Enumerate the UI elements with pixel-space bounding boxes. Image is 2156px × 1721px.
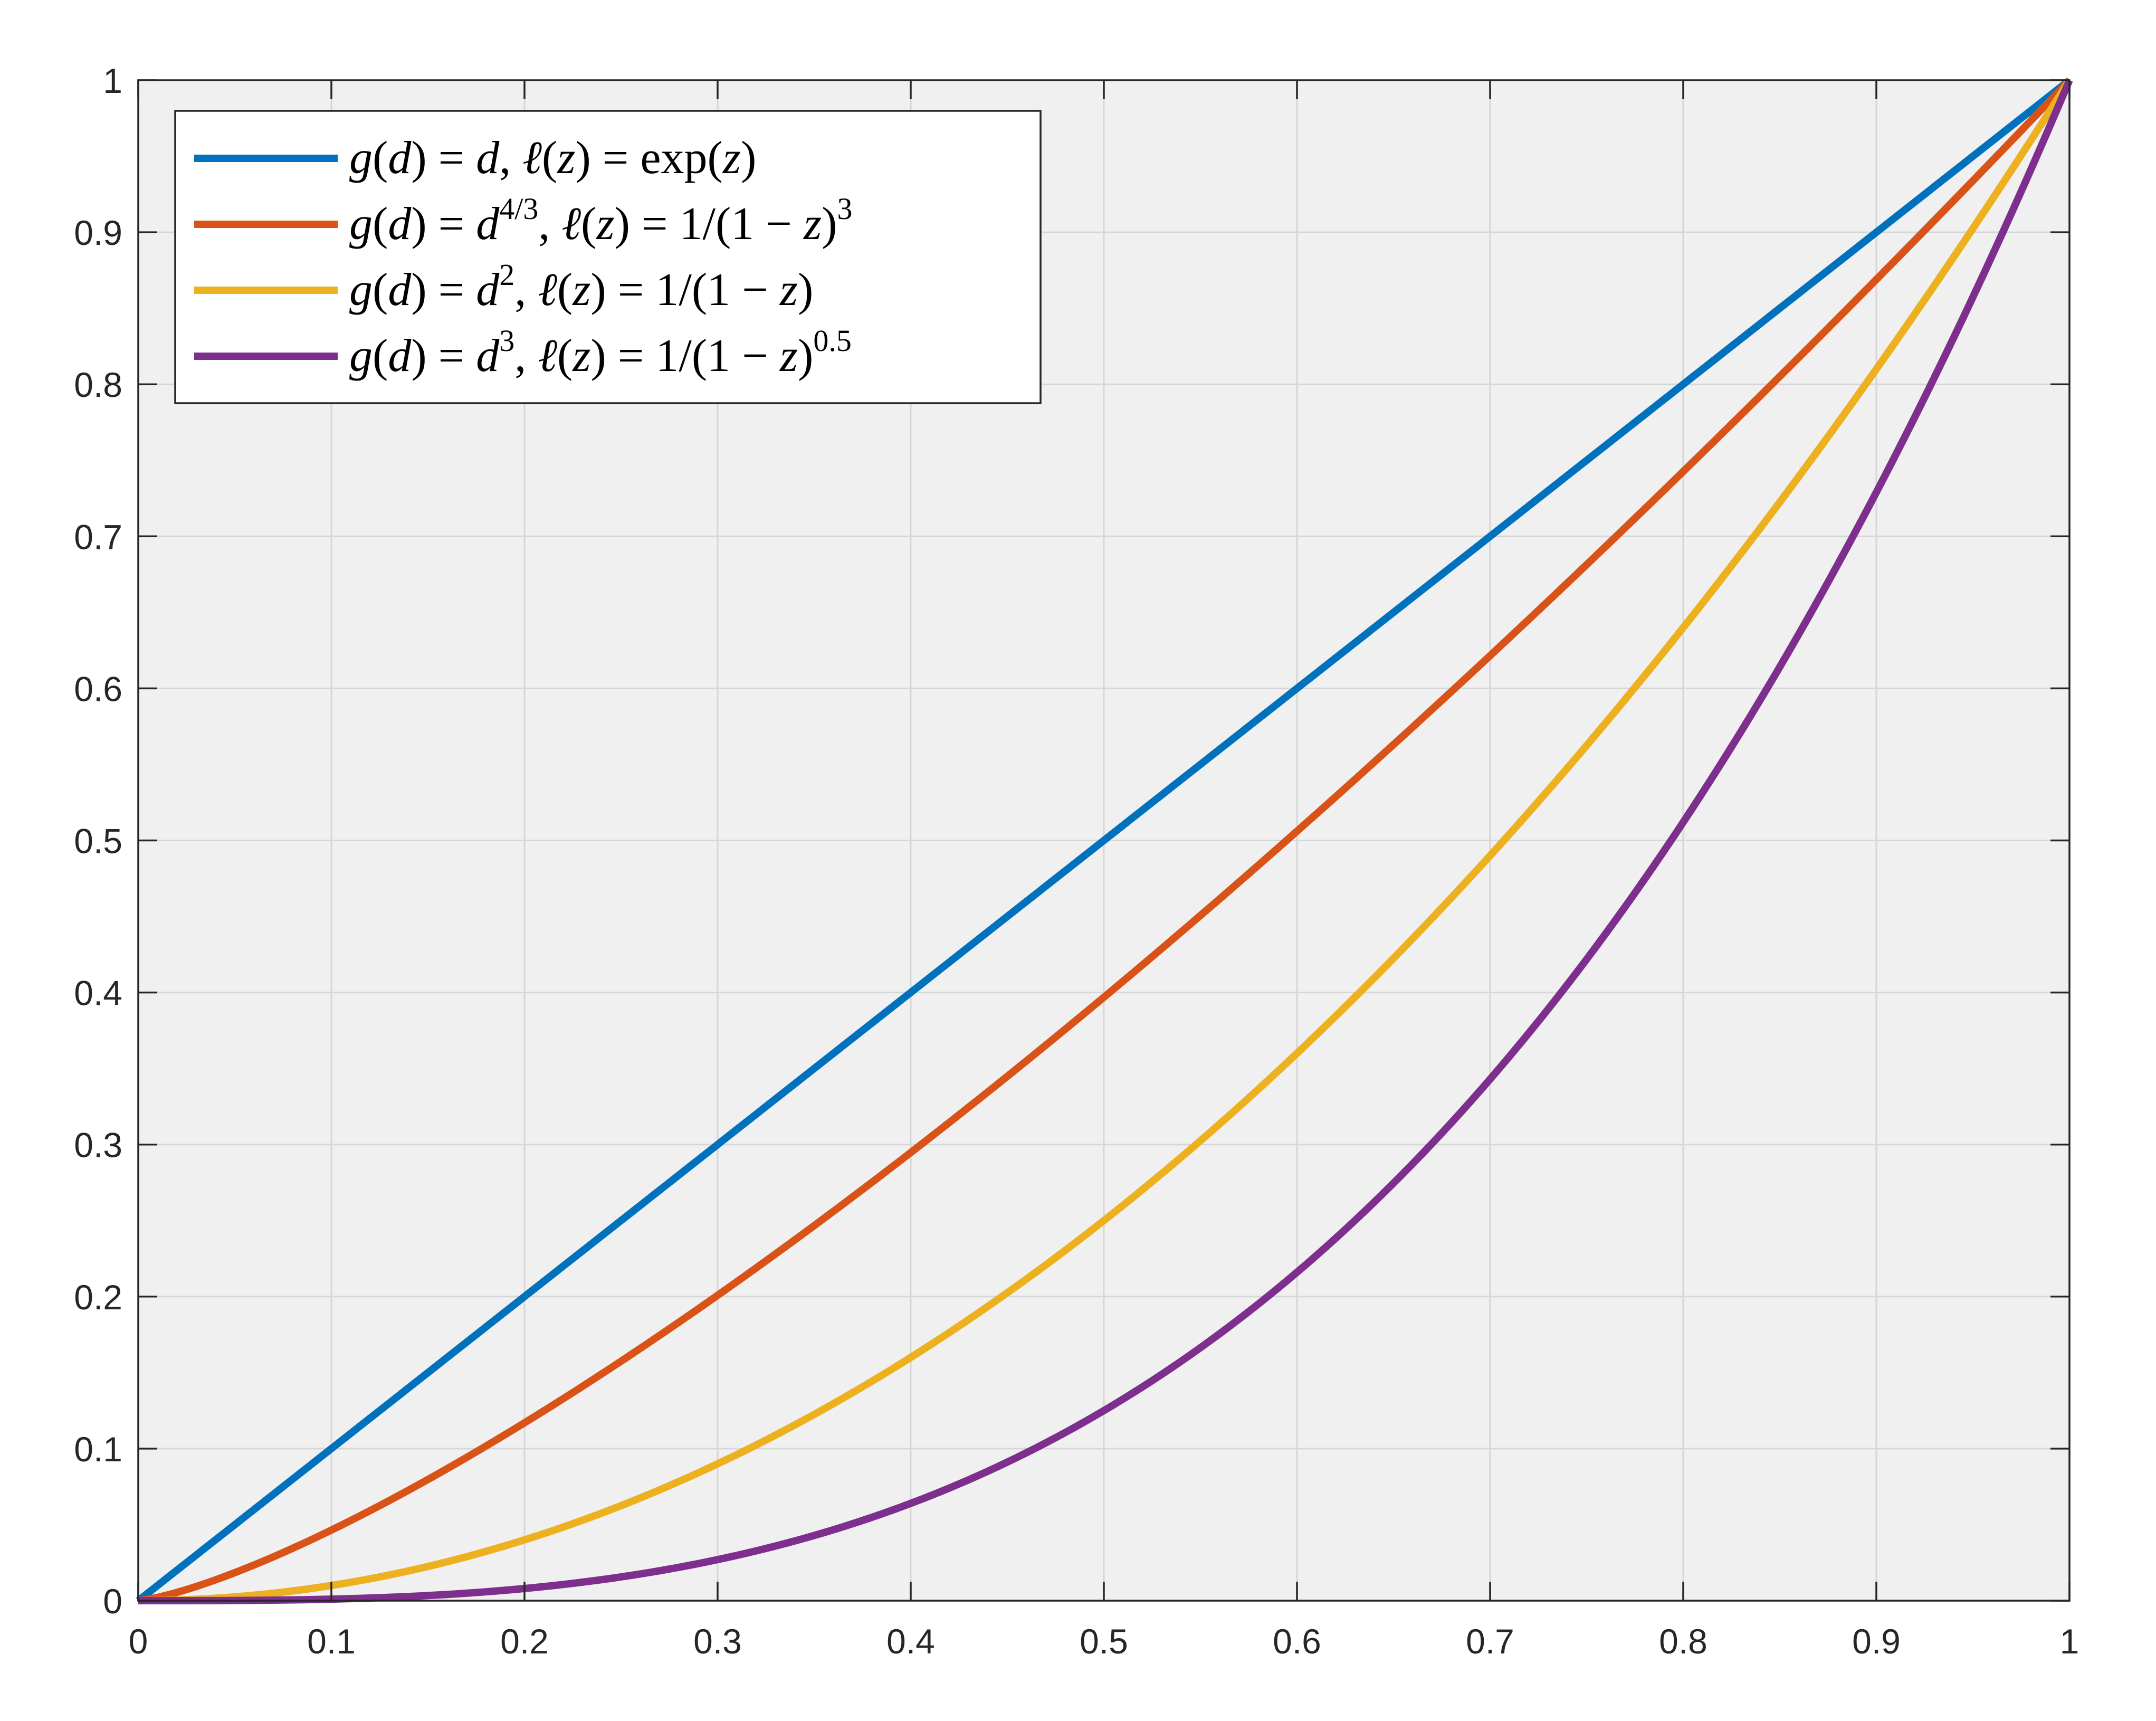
legend-token: g [349,264,373,316]
legend-token: ( [373,264,388,316]
legend-token: g [349,330,373,382]
y-tick-label: 0.6 [74,669,122,708]
y-tick-label: 0.4 [74,974,122,1013]
legend-token: z [557,132,575,184]
legend-token: ( [373,198,388,250]
legend-token: ) [798,264,813,316]
x-tick-label: 1 [2060,1622,2079,1661]
legend-token: 2 [499,258,514,292]
x-tick-label: 0.8 [1659,1622,1707,1661]
legend-token: z [779,264,798,316]
y-tick-label: 0.8 [74,365,122,404]
legend-token: = [427,330,476,382]
legend-token: ℓ [522,132,542,184]
y-tick-label: 1 [103,61,122,100]
x-tick-label: 0.9 [1852,1622,1901,1661]
x-tick-label: 0.5 [1080,1622,1128,1661]
y-tick-label: 0.1 [74,1430,122,1469]
legend-token: ℓ [561,198,581,250]
series-line-1 [136,77,2072,1604]
x-tick-label: 0 [129,1622,148,1661]
legend-token: ( [542,132,557,184]
legend-token: , [514,264,538,316]
y-tick-label: 0.5 [74,822,122,861]
legend: g(d) = d, ℓ(z) = exp(z)g(d) = d4/3, ℓ(z)… [174,110,1042,404]
legend-token: ℓ [538,330,557,382]
legend-token: z [722,132,741,184]
legend-token: ) [822,198,837,250]
legend-token: d [476,330,500,382]
y-tick-label: 0.2 [74,1278,122,1317]
legend-token: ( [557,264,573,316]
legend-token: = 1/(1 − [606,330,780,382]
legend-token: 3 [499,324,514,358]
legend-token: z [572,330,590,382]
legend-token: ) [411,198,426,250]
legend-token: d [476,264,500,316]
legend-token: ( [581,198,596,250]
legend-token: d [388,132,412,184]
legend-token: = 1/(1 − [630,198,804,250]
legend-token: , [499,132,522,184]
legend-token: 0.5 [813,324,852,358]
legend-token: = 1/(1 − [606,264,780,316]
legend-token: ) [411,264,426,316]
legend-token: ℓ [538,264,557,316]
x-tick-label: 0.6 [1273,1622,1321,1661]
legend-token: 3 [837,192,853,226]
legend-token: d [476,198,500,250]
legend-token: ( [708,132,723,184]
legend-token: g [349,132,373,184]
series-line-3 [138,78,2073,1604]
legend-token: d [388,198,412,250]
legend-token: 4/3 [499,192,538,226]
legend-label-4: g(d) = d3, ℓ(z) = 1/(1 − z)0.5 [349,324,852,382]
legend-token: , [514,330,538,382]
legend-label-1: g(d) = d, ℓ(z) = exp(z) [349,132,756,184]
x-tick-label: 0.2 [500,1622,549,1661]
legend-token: ( [373,132,388,184]
y-tick-label: 0.9 [74,213,122,252]
legend-token: d [388,330,412,382]
y-tick-label: 0.7 [74,517,122,556]
x-tick-label: 0.1 [307,1622,356,1661]
legend-token: z [803,198,822,250]
legend-token: = [427,198,476,250]
legend-token: , [538,198,561,250]
legend-token: d [388,264,412,316]
legend-token: ) [615,198,630,250]
legend-token: z [596,198,614,250]
legend-token: ) [411,330,426,382]
y-tick-label: 0 [103,1582,122,1621]
legend-label-3: g(d) = d2, ℓ(z) = 1/(1 − z) [349,258,813,316]
legend-token: ( [557,330,573,382]
series-line-4 [138,79,2073,1604]
legend-token: exp [640,132,707,184]
legend-token: z [572,264,590,316]
legend-token: z [779,330,798,382]
legend-token: ) [590,264,606,316]
legend-token: ( [373,330,388,382]
x-tick-label: 0.3 [693,1622,742,1661]
legend-token: ) [741,132,756,184]
legend-token: d [476,132,500,184]
legend-token: ) [575,132,590,184]
y-tick-label: 0.3 [74,1126,122,1165]
legend-token: ) [798,330,813,382]
legend-token: ) [411,132,426,184]
x-tick-label: 0.7 [1466,1622,1514,1661]
legend-token: = [427,264,476,316]
x-tick-label: 0.4 [886,1622,935,1661]
legend-token: ) [590,330,606,382]
legend-token: g [349,198,373,250]
legend-label-2: g(d) = d4/3, ℓ(z) = 1/(1 − z)3 [349,192,853,250]
legend-token: = [591,132,641,184]
legend-token: = [427,132,476,184]
series-line-2 [138,78,2073,1604]
